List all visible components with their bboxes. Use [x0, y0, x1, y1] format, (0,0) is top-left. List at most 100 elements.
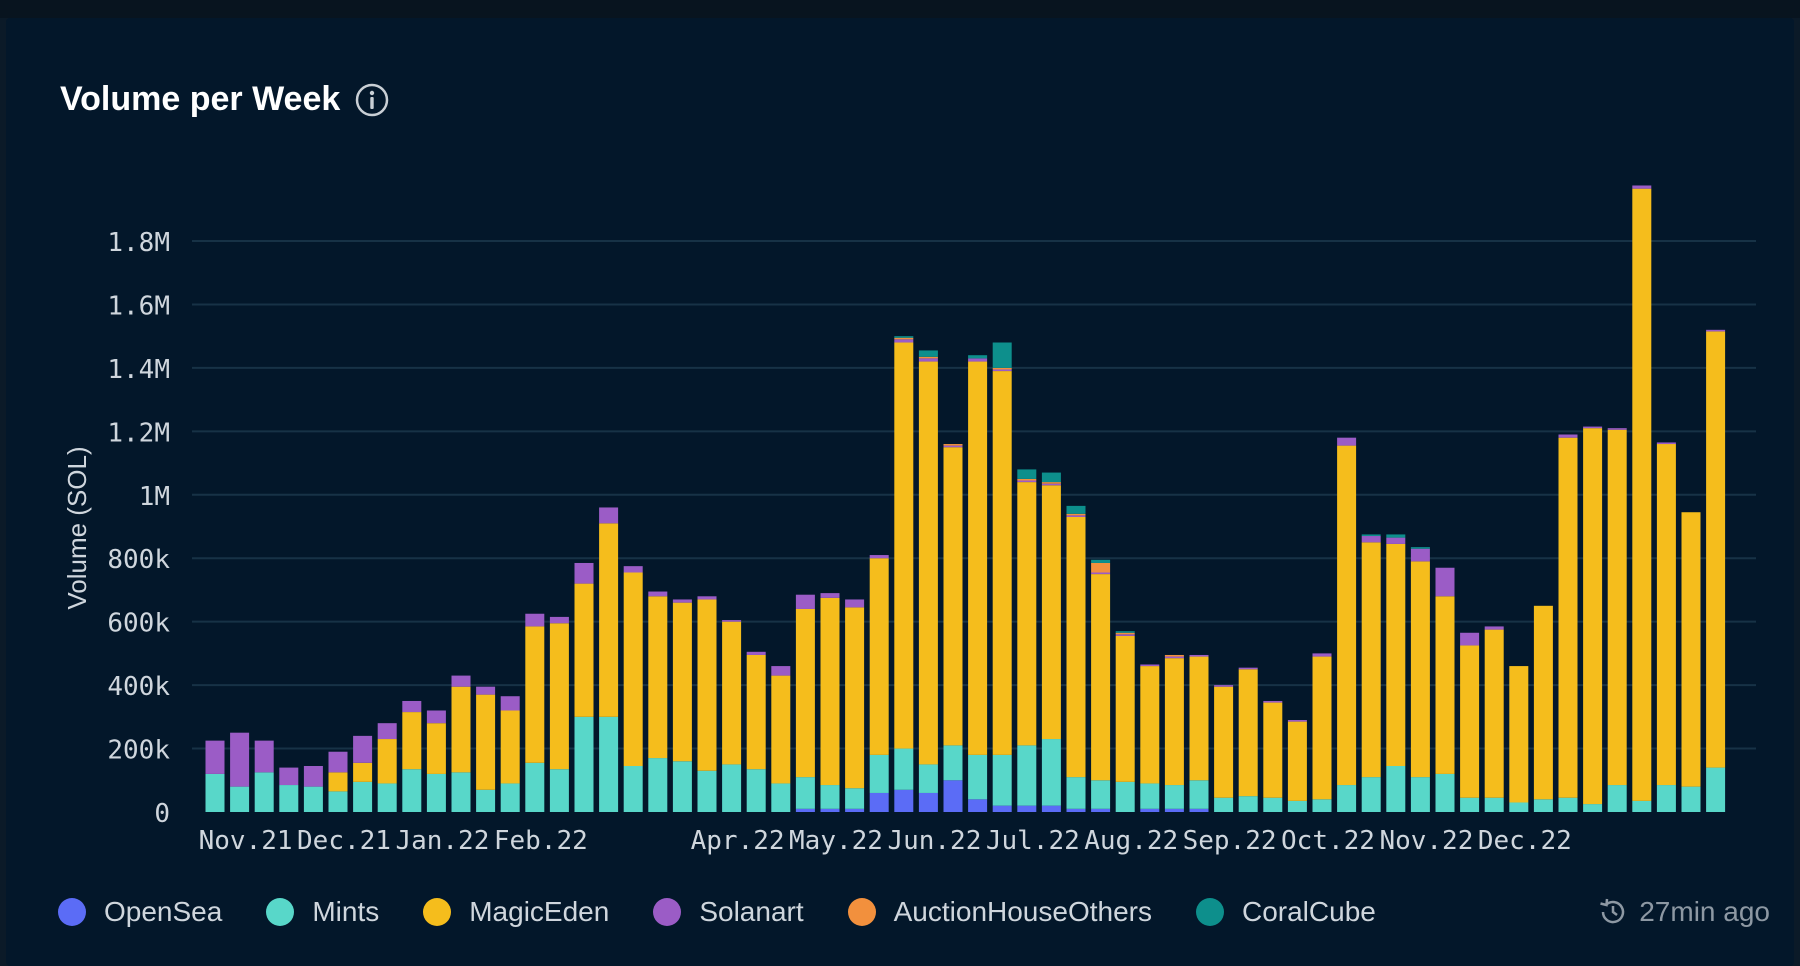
- legend-item-auctionhouseothers[interactable]: AuctionHouseOthers: [847, 896, 1152, 928]
- legend-label: Mints: [312, 896, 380, 927]
- bar-segment-coralcube: [1410, 547, 1430, 549]
- legend-item-opensea[interactable]: OpenSea: [58, 896, 222, 928]
- bar-segment-magiceden: [820, 597, 840, 786]
- bar-segment-mints: [1214, 797, 1234, 812]
- bar-segment-magiceden: [1017, 482, 1037, 746]
- bar-segment-magiceden: [795, 608, 815, 778]
- bar-segment-solanart: [1091, 572, 1111, 575]
- bar-segment-mints: [1312, 799, 1332, 812]
- bar-segment-opensea: [894, 789, 914, 812]
- bar-segment-auctionhouseothers: [1041, 482, 1061, 484]
- bar-segment-mints: [230, 786, 250, 812]
- bar-segment-solanart: [648, 591, 668, 597]
- bar-segment-opensea: [1164, 808, 1184, 812]
- bar-segment-mints: [943, 745, 963, 781]
- x-tick-label: Oct.22: [1281, 826, 1375, 856]
- bar-segment-magiceden: [451, 686, 471, 773]
- bar-segment-solanart: [303, 766, 323, 787]
- bar-segment-solanart: [476, 686, 496, 695]
- bar-segment-mints: [1041, 739, 1061, 806]
- legend-label: AuctionHouseOthers: [893, 896, 1152, 927]
- bar-segment-magiceden: [1706, 331, 1726, 768]
- bar-segment-magiceden: [771, 675, 791, 784]
- bar-segment-mints: [205, 773, 225, 812]
- bar-segment-solanart: [1558, 434, 1578, 438]
- y-tick-label: 1.8M: [107, 228, 170, 258]
- bar-segment-solanart: [549, 616, 569, 624]
- bar-segment-magiceden: [1041, 485, 1061, 740]
- bar-segment-magiceden: [525, 626, 545, 763]
- bar-segment-solanart: [1706, 329, 1726, 332]
- legend-item-coralcube[interactable]: CoralCube: [1195, 896, 1376, 928]
- legend-item-solanart[interactable]: Solanart: [653, 896, 804, 928]
- bar-segment-solanart: [402, 700, 422, 713]
- refresh-clock-icon[interactable]: [1597, 896, 1629, 928]
- bar-segment-magiceden: [549, 623, 569, 770]
- chart-title: Volume per Week: [60, 80, 341, 118]
- info-icon[interactable]: [354, 82, 390, 118]
- bar-segment-auctionhouseothers: [943, 444, 963, 446]
- bar-segment-solanart: [1656, 442, 1676, 445]
- bar-segment-magiceden: [353, 762, 373, 782]
- bar-segment-mints: [303, 786, 323, 812]
- last-updated-text: 27min ago: [1639, 896, 1770, 927]
- legend-item-magiceden[interactable]: MagicEden: [423, 896, 609, 928]
- bar-segment-mints: [1632, 800, 1652, 812]
- bar-segment-magiceden: [1558, 437, 1578, 798]
- bar-segment-mints: [1558, 797, 1578, 812]
- y-axis-title: Volume (SOL): [62, 446, 92, 609]
- x-tick-label: Dec.22: [1478, 826, 1572, 856]
- bar-segment-mints: [1706, 767, 1726, 812]
- bar-segment-mints: [1066, 777, 1086, 809]
- bar-segment-mints: [1337, 785, 1357, 812]
- bar-segment-solanart: [1607, 428, 1627, 430]
- bar-segment-solanart: [771, 666, 791, 676]
- bar-segment-coralcube: [1066, 505, 1086, 514]
- bar-segment-auctionhouseothers: [918, 356, 938, 359]
- bar-segment-magiceden: [1189, 656, 1209, 781]
- bar-segment-magiceden: [1361, 542, 1381, 778]
- bar-segment-solanart: [697, 596, 717, 600]
- bar-segment-solanart: [918, 358, 938, 362]
- bar-segment-solanart: [1337, 437, 1357, 446]
- x-tick-label: Nov.21: [199, 826, 293, 856]
- bar-segment-magiceden: [500, 710, 520, 784]
- legend-item-mints[interactable]: Mints: [266, 896, 379, 928]
- bar-segment-coralcube: [1091, 559, 1111, 563]
- x-tick-label: Jun.22: [887, 826, 981, 856]
- bar-segment-mints: [918, 764, 938, 793]
- bar-segment-solanart: [1189, 654, 1209, 657]
- legend-swatch-mints: [266, 898, 295, 926]
- bar-segment-auctionhouseothers: [1164, 654, 1184, 657]
- bar-segment-coralcube: [1361, 534, 1381, 537]
- bar-segment-solanart: [230, 732, 250, 787]
- bar-segment-auctionhouseothers: [992, 367, 1012, 370]
- x-tick-label: Sep.22: [1183, 826, 1277, 856]
- bar-segment-mints: [1410, 777, 1430, 812]
- bar-segment-coralcube: [894, 336, 914, 338]
- bar-segment-magiceden: [1140, 666, 1160, 784]
- bar-segment-mints: [1509, 802, 1529, 812]
- bar-segment-opensea: [795, 808, 815, 812]
- bar-segment-magiceden: [377, 739, 397, 784]
- bar-segment-mints: [1017, 745, 1037, 806]
- bar-segment-mints: [992, 754, 1012, 806]
- bar-segment-solanart: [254, 740, 274, 773]
- bar-segment-solanart: [1238, 667, 1258, 670]
- bar-segment-solanart: [820, 593, 840, 598]
- top-bar: [0, 0, 1800, 18]
- bar-segment-mints: [697, 770, 717, 812]
- bar-segment-mints: [1361, 777, 1381, 812]
- bar-segment-opensea: [1017, 805, 1037, 812]
- bar-segment-mints: [525, 762, 545, 812]
- bar-segment-solanart: [525, 613, 545, 627]
- bar-segment-opensea: [1041, 805, 1061, 812]
- bar-segment-magiceden: [402, 712, 422, 770]
- bar-segment-coralcube: [1386, 534, 1406, 538]
- bar-segment-solanart: [500, 696, 520, 711]
- bar-segment-solanart: [845, 599, 865, 608]
- bar-segment-mints: [1091, 780, 1111, 809]
- legend-label: MagicEden: [469, 896, 610, 927]
- bar-segment-solanart: [672, 599, 692, 603]
